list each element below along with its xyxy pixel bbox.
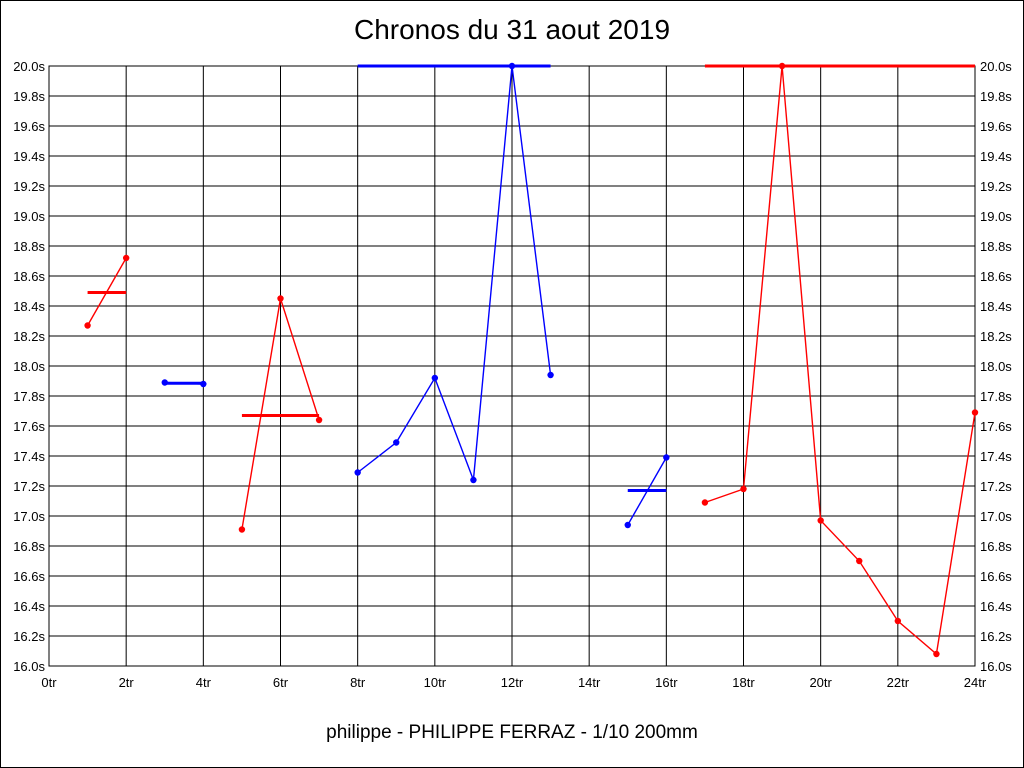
y-tick-label-left: 16.4s (13, 599, 45, 614)
series-3-point (354, 469, 361, 476)
x-tick-label: 14tr (578, 675, 601, 690)
y-tick-label-right: 16.2s (980, 629, 1012, 644)
series-1-line (164, 381, 204, 385)
series-3-line (357, 65, 552, 481)
series-4-line (627, 457, 667, 526)
y-tick-label-right: 16.0s (980, 659, 1012, 674)
y-tick-label-right: 19.6s (980, 119, 1012, 134)
x-tick-label: 2tr (119, 675, 135, 690)
y-tick-label-left: 19.4s (13, 149, 45, 164)
y-tick-label-right: 17.6s (980, 419, 1012, 434)
series-5-point (778, 62, 786, 70)
y-tick-label-left: 17.2s (13, 479, 45, 494)
y-tick-label-right: 16.6s (980, 569, 1012, 584)
y-tick-label-left: 18.6s (13, 269, 45, 284)
y-tick-label-left: 16.0s (13, 659, 45, 674)
series-3-point (470, 476, 477, 484)
y-tick-label-right: 19.4s (980, 149, 1012, 164)
x-tick-label: 4tr (196, 675, 212, 690)
series-5-point (894, 617, 902, 625)
y-tick-label-left: 20.0s (13, 59, 45, 74)
y-tick-label-right: 18.6s (980, 269, 1012, 284)
series-5-point (856, 557, 863, 565)
series-5-point (817, 517, 824, 524)
y-tick-label-right: 19.2s (980, 179, 1012, 194)
y-tick-label-left: 18.4s (13, 299, 45, 314)
y-tick-label-right: 20.0s (980, 59, 1012, 74)
y-tick-label-left: 18.2s (13, 329, 45, 344)
y-tick-label-left: 17.0s (13, 509, 45, 524)
series-0-point (84, 322, 91, 329)
y-tick-label-right: 17.2s (980, 479, 1012, 494)
y-tick-label-right: 19.8s (980, 89, 1012, 104)
y-tick-label-left: 16.6s (13, 569, 45, 584)
y-tick-label-left: 19.0s (13, 209, 45, 224)
y-tick-label-right: 18.2s (980, 329, 1012, 344)
y-tick-label-left: 19.6s (13, 119, 45, 134)
series-1-point (200, 380, 207, 388)
series-2-point (315, 416, 323, 424)
x-tick-label: 24tr (964, 675, 987, 690)
x-tick-label: 22tr (887, 675, 910, 690)
y-tick-label-left: 17.6s (13, 419, 45, 434)
y-tick-label-left: 17.4s (13, 449, 45, 464)
x-tick-label: 0tr (41, 675, 57, 690)
series-5-point (971, 409, 979, 416)
y-tick-label-right: 19.0s (980, 209, 1012, 224)
x-tick-label: 10tr (424, 675, 447, 690)
chart-subtitle: philippe - PHILIPPE FERRAZ - 1/10 200mm (326, 722, 698, 743)
y-tick-label-right: 16.8s (980, 539, 1012, 554)
series-5-line (704, 65, 976, 656)
series-4-point (624, 521, 631, 529)
y-tick-label-right: 17.8s (980, 389, 1012, 404)
series-5-point (933, 650, 940, 658)
y-tick-label-left: 18.0s (13, 359, 45, 374)
x-tick-label: 8tr (350, 675, 366, 690)
y-tick-label-left: 16.8s (13, 539, 45, 554)
series-3-point (547, 371, 554, 379)
series-2-point (277, 295, 284, 302)
y-tick-label-left: 17.8s (13, 389, 45, 404)
series-4-point (663, 454, 670, 461)
series-3-point (431, 374, 439, 382)
y-tick-label-right: 17.0s (980, 509, 1012, 524)
series-1-point (161, 379, 168, 386)
y-tick-label-left: 19.2s (13, 179, 45, 194)
series-5-point (701, 499, 709, 506)
y-tick-label-left: 18.8s (13, 239, 45, 254)
y-tick-label-right: 18.8s (980, 239, 1012, 254)
chart-title: Chronos du 31 aout 2019 (353, 14, 671, 45)
y-tick-label-right: 18.4s (980, 299, 1012, 314)
series-0-point (122, 254, 130, 262)
series-0-line (86, 257, 127, 326)
x-tick-label: 16tr (655, 675, 678, 690)
y-tick-label-left: 16.2s (13, 629, 45, 644)
x-tick-label: 12tr (501, 675, 524, 690)
series-3-point (508, 62, 516, 70)
x-tick-label: 18tr (732, 675, 755, 690)
series-5-point (740, 485, 747, 493)
y-tick-label-right: 17.4s (980, 449, 1012, 464)
y-tick-label-right: 18.0s (980, 359, 1012, 374)
x-tick-label: 20tr (809, 675, 832, 690)
series-2-point (238, 526, 246, 533)
x-tick-label: 6tr (273, 675, 289, 690)
y-tick-label-right: 16.4s (980, 599, 1012, 614)
y-tick-label-left: 19.8s (13, 89, 45, 104)
series-3-point (393, 439, 400, 446)
